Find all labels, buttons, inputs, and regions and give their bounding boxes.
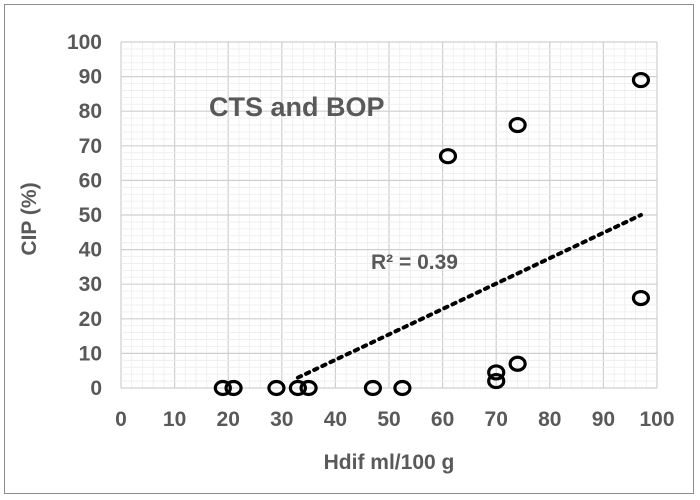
data-point — [631, 289, 651, 307]
data-point — [213, 379, 232, 397]
x-tick-label: 30 — [270, 408, 293, 431]
y-tick-label: 30 — [79, 273, 102, 296]
data-point — [288, 379, 307, 397]
x-tick-label: 100 — [639, 408, 674, 431]
scatter-chart: 0 10 20 30 40 50 60 70 80 90 100 0 10 20 30 40 50 60 70 80… — [18, 31, 675, 474]
y-tick-label: 60 — [79, 169, 102, 192]
x-tick-label: 50 — [377, 408, 400, 431]
data-point — [631, 71, 651, 89]
x-tick-label: 0 — [115, 408, 127, 431]
data-points — [213, 71, 651, 397]
r-squared-label: R² = 0.39 — [371, 251, 458, 274]
x-axis-title: Hdif ml/100 g — [324, 451, 455, 474]
grid — [120, 41, 658, 389]
y-axis-title: CIP (%) — [18, 182, 41, 255]
data-point — [267, 379, 286, 397]
x-tick-label: 90 — [592, 408, 615, 431]
data-point — [508, 355, 527, 372]
y-tick-label: 20 — [79, 308, 102, 331]
y-tick-label: 40 — [79, 239, 102, 262]
x-tick-label: 40 — [324, 408, 347, 431]
data-point — [363, 379, 383, 397]
x-tick-label: 60 — [431, 408, 454, 431]
data-point — [487, 372, 506, 390]
x-tick-labels: 0 10 20 30 40 50 60 70 80 90 100 — [115, 408, 674, 431]
data-point — [487, 364, 506, 381]
y-tick-label: 50 — [79, 204, 102, 227]
chart-annotation: CTS and BOP — [209, 92, 385, 122]
x-tick-label: 80 — [538, 408, 561, 431]
x-tick-label: 20 — [217, 408, 240, 431]
y-tick-label: 80 — [79, 100, 102, 123]
y-tick-label: 90 — [79, 66, 102, 89]
data-point — [438, 148, 458, 165]
trendline — [295, 213, 643, 380]
data-point — [393, 379, 412, 397]
chart-frame: 0 10 20 30 40 50 60 70 80 90 100 0 10 20 30 40 50 60 70 80… — [4, 4, 694, 494]
data-point — [299, 379, 318, 397]
y-tick-label: 70 — [79, 135, 102, 158]
data-point — [508, 116, 527, 134]
y-tick-labels: 0 10 20 30 40 50 60 70 80 90 100 — [67, 31, 102, 400]
x-tick-label: 10 — [163, 408, 186, 431]
y-tick-label: 100 — [67, 31, 102, 54]
y-tick-label: 0 — [90, 377, 102, 400]
y-tick-label: 10 — [79, 342, 102, 365]
data-point — [224, 379, 243, 397]
x-tick-label: 70 — [485, 408, 508, 431]
